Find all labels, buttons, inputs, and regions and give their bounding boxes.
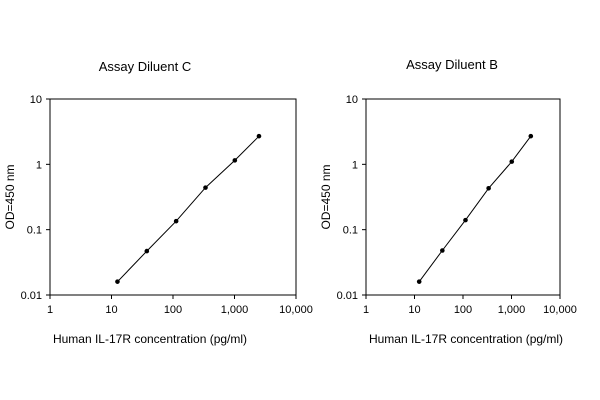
- x-tick-label: 1,000: [221, 304, 249, 316]
- x-tick-label: 1: [363, 304, 369, 316]
- x-tick-label: 10,000: [543, 304, 577, 316]
- data-point: [115, 279, 120, 284]
- data-point: [173, 218, 179, 224]
- y-tick-label: 1: [36, 159, 42, 171]
- x-tick-label: 1: [47, 304, 53, 316]
- series-line: [418, 135, 532, 282]
- x-ticks: 1 10 100 1,000 10,000: [363, 295, 577, 316]
- series-marks: [416, 133, 534, 284]
- y-tick-label: 1: [352, 159, 358, 171]
- chart-title: Assay Diluent B: [406, 57, 498, 72]
- data-point: [509, 159, 515, 164]
- x-tick-label: 100: [164, 304, 182, 316]
- x-tick-label: 10,000: [279, 304, 313, 316]
- y-ticks: 0.01 0.1 1 10: [337, 94, 366, 302]
- x-ticks: 1 10 100 1,000 10,000: [47, 295, 313, 316]
- data-point: [440, 248, 445, 253]
- chart-title: Assay Diluent C: [99, 59, 191, 74]
- plot-area: [49, 98, 297, 296]
- data-point: [144, 248, 150, 254]
- series-marks: [115, 133, 262, 284]
- data-point: [256, 133, 262, 139]
- x-tick-label: 10: [105, 304, 117, 316]
- x-tick-label: 10: [408, 304, 420, 316]
- data-point: [463, 217, 468, 223]
- y-tick-label: 0.1: [27, 225, 42, 237]
- y-tick-label: 0.01: [21, 290, 42, 302]
- data-point: [232, 158, 238, 163]
- y-axis-label: OD=450 nm: [319, 164, 333, 229]
- x-axis-label: Human IL-17R concentration (pg/ml): [53, 332, 247, 346]
- data-point: [528, 133, 534, 139]
- y-tick-label: 0.01: [337, 290, 358, 302]
- x-tick-label: 1,000: [498, 304, 526, 316]
- y-tick-label: 10: [30, 94, 42, 106]
- y-ticks: 0.01 0.1 1 10: [21, 94, 50, 302]
- data-point: [203, 185, 208, 190]
- y-axis-label: OD=450 nm: [3, 164, 17, 229]
- chart-assay-diluent-c: Assay Diluent C OD=450 nm Human IL-17R c…: [3, 59, 313, 346]
- data-point: [416, 279, 422, 284]
- plot-area: [365, 98, 561, 296]
- y-tick-label: 0.1: [343, 225, 358, 237]
- data-point: [486, 185, 491, 191]
- series-line: [117, 135, 260, 283]
- y-tick-label: 10: [346, 94, 358, 106]
- x-axis-label: Human IL-17R concentration (pg/ml): [369, 332, 563, 346]
- x-tick-label: 100: [454, 304, 472, 316]
- chart-assay-diluent-b: Assay Diluent B OD=450 nm Human IL-17R c…: [319, 57, 577, 346]
